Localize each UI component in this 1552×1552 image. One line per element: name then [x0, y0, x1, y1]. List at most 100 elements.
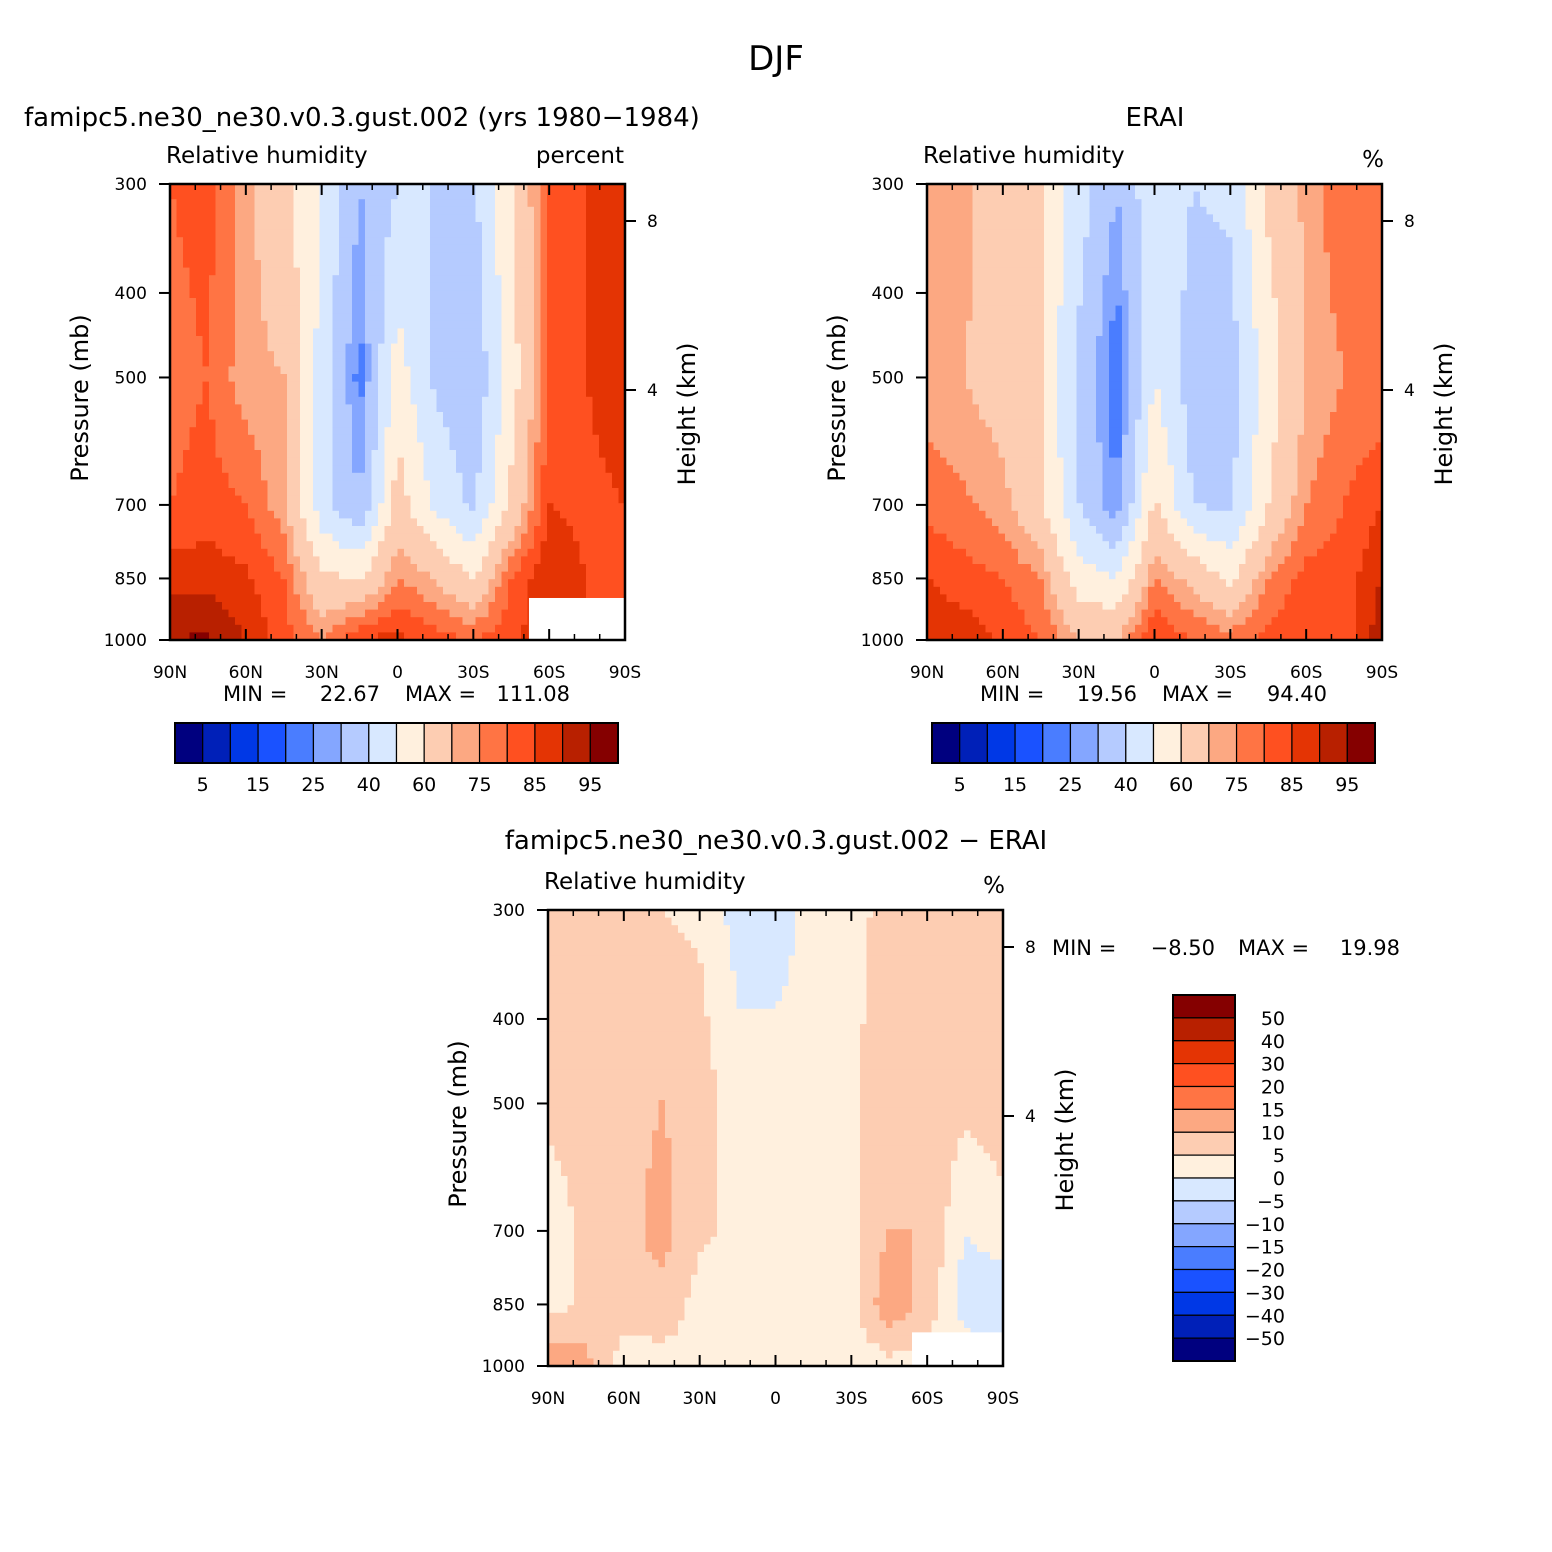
- contour-cell: [605, 351, 613, 360]
- contour-cell: [215, 374, 223, 383]
- contour-cell: [365, 214, 373, 223]
- contour-cell: [352, 419, 360, 428]
- contour-cell: [482, 594, 490, 603]
- contour-cell: [495, 586, 503, 595]
- contour-cell: [391, 564, 399, 573]
- colorbar-box: [478, 722, 508, 764]
- contour-cell: [183, 434, 191, 443]
- contour-cell: [946, 214, 954, 223]
- contour-cell: [482, 404, 490, 413]
- contour-cell: [488, 632, 496, 641]
- contour-cell: [261, 351, 269, 360]
- contour-cell: [417, 457, 425, 466]
- contour-cell: [966, 450, 974, 459]
- contour-cell: [553, 465, 561, 474]
- contour-cell: [953, 343, 961, 352]
- contour-cell: [599, 343, 607, 352]
- contour-cell: [933, 336, 941, 345]
- contour-cell: [940, 510, 948, 519]
- contour-cell: [521, 624, 529, 633]
- contour-cell: [215, 427, 223, 436]
- contour-cell: [215, 602, 223, 611]
- contour-cell: [410, 396, 418, 405]
- contour-cell: [946, 541, 954, 550]
- contour-cell: [475, 594, 483, 603]
- contour-cell: [202, 336, 210, 345]
- contour-cell: [300, 305, 308, 314]
- contour-cell: [933, 480, 941, 489]
- contour-cell: [599, 564, 607, 573]
- contour-cell: [287, 336, 295, 345]
- contour-cell: [280, 609, 288, 618]
- contour-cell: [979, 290, 987, 299]
- contour-cell: [508, 328, 516, 337]
- contour-cell: [235, 556, 243, 565]
- contour-cell: [482, 305, 490, 314]
- contour-cell: [488, 320, 496, 329]
- contour-cell: [254, 594, 262, 603]
- contour-cell: [202, 282, 210, 291]
- contour-cell: [261, 229, 269, 238]
- contour-cell: [313, 313, 321, 322]
- contour-cell: [456, 282, 464, 291]
- contour-cell: [992, 237, 1000, 246]
- colorbar-box: [174, 722, 204, 764]
- contour-cell: [267, 503, 275, 512]
- contour-cell: [417, 343, 425, 352]
- contour-cell: [495, 419, 503, 428]
- contour-cell: [953, 252, 961, 261]
- contour-cell: [241, 556, 249, 565]
- contour-cell: [469, 206, 477, 215]
- contour-cell: [592, 541, 600, 550]
- contour-cell: [462, 404, 470, 413]
- contour-cell: [423, 556, 431, 565]
- contour-cell: [189, 184, 197, 193]
- contour-cell: [534, 442, 542, 451]
- contour-cell: [313, 609, 321, 618]
- contour-cell: [397, 351, 405, 360]
- contour-cell: [254, 336, 262, 345]
- contour-cell: [222, 320, 230, 329]
- contour-cell: [579, 343, 587, 352]
- contour-cell: [248, 472, 256, 481]
- contour-cell: [267, 199, 275, 208]
- contour-cell: [521, 237, 529, 246]
- contour-cell: [228, 229, 236, 238]
- contour-cell: [592, 381, 600, 390]
- contour-cell: [514, 526, 522, 535]
- contour-cell: [189, 564, 197, 573]
- contour-cell: [579, 336, 587, 345]
- contour-cell: [202, 632, 210, 641]
- contour-cell: [959, 571, 967, 580]
- contour-cell: [456, 389, 464, 398]
- contour-cell: [339, 214, 347, 223]
- contour-cell: [605, 548, 613, 557]
- contour-cell: [371, 564, 379, 573]
- contour-cell: [612, 275, 620, 284]
- contour-cell: [209, 184, 217, 193]
- contour-cell: [436, 442, 444, 451]
- contour-cell: [241, 336, 249, 345]
- contour-cell: [521, 275, 529, 284]
- contour-cell: [319, 564, 327, 573]
- contour-cell: [319, 541, 327, 550]
- contour-cell: [280, 366, 288, 375]
- contour-cell: [540, 396, 548, 405]
- contour-cell: [534, 191, 542, 200]
- contour-cell: [378, 366, 386, 375]
- contour-cell: [488, 480, 496, 489]
- contour-cell: [560, 556, 568, 565]
- contour-cell: [222, 305, 230, 314]
- contour-cell: [534, 313, 542, 322]
- contour-cell: [979, 465, 987, 474]
- contour-cell: [215, 632, 223, 641]
- contour-cell: [482, 617, 490, 626]
- contour-cell: [514, 624, 522, 633]
- contour-cell: [443, 510, 451, 519]
- contour-cell: [456, 244, 464, 253]
- panel-erai: ERAI Relative humidity % 90N 60N 30N 0 30S 60…: [823, 103, 1458, 796]
- contour-cell: [287, 320, 295, 329]
- contour-cell: [566, 518, 574, 527]
- contour-cell: [339, 366, 347, 375]
- contour-cell: [612, 586, 620, 595]
